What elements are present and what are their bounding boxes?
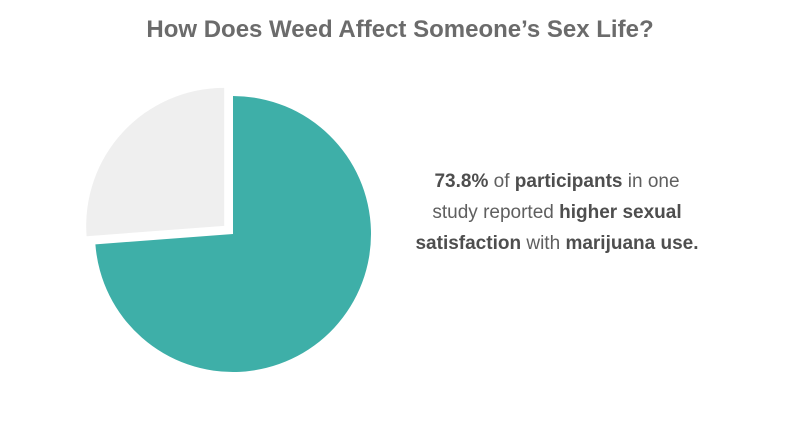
stat-caption: 73.8% of participants in one study repor… (412, 166, 702, 259)
pie-slice-rest (86, 87, 225, 237)
caption-text: in one study reported (432, 171, 680, 223)
pie-slice-main (95, 96, 371, 372)
caption-text: with (521, 233, 566, 254)
pie-slices (86, 87, 371, 372)
chart-title: How Does Weed Affect Someone’s Sex Life? (146, 16, 654, 43)
caption-emphasis: marijuana use. (565, 233, 699, 254)
caption-emphasis: participants (514, 171, 623, 192)
caption-text: of (488, 171, 515, 192)
caption-emphasis: higher sexual satisfaction (415, 202, 682, 254)
caption-emphasis: 73.8% (434, 171, 489, 192)
